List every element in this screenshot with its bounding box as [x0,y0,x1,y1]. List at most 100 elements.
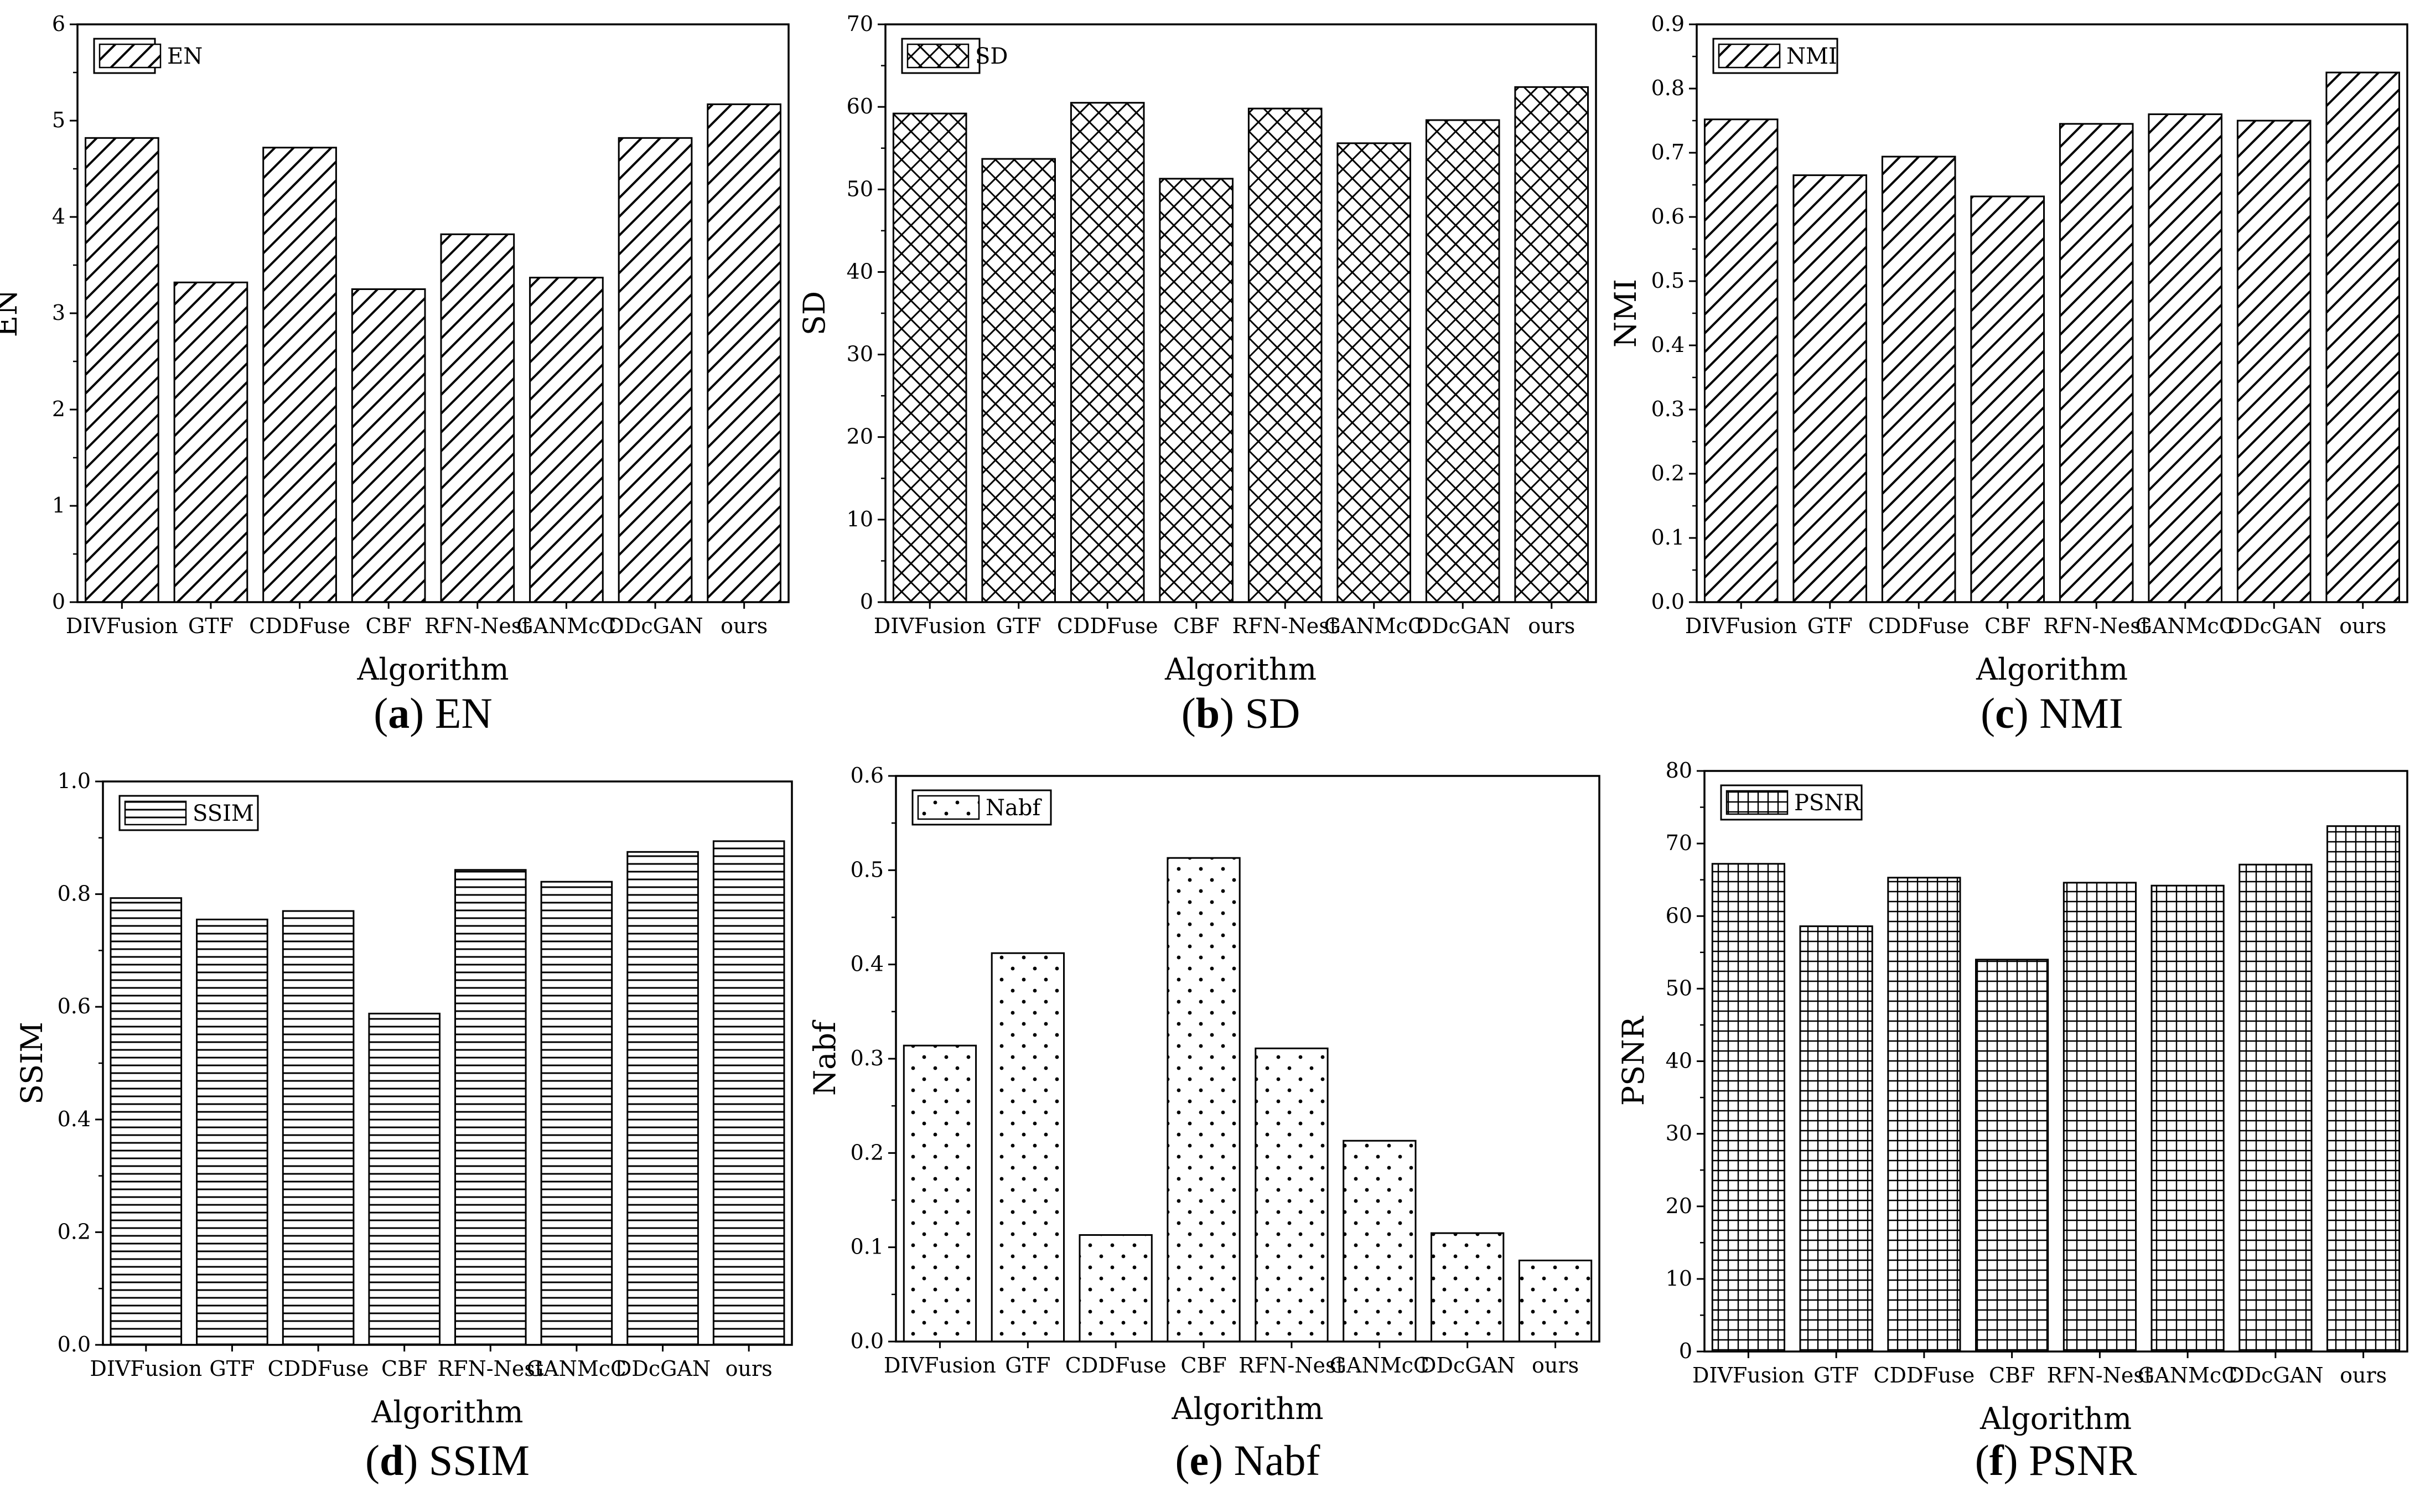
y-tick-label: 0.6 [58,994,91,1018]
bar-cbf [1975,959,2049,1353]
bar-divfusion [85,137,159,603]
x-tick-label: ours [1532,1353,1579,1378]
y-tick-label: 0.2 [1651,461,1685,485]
y-tick-label: 40 [1666,1049,1692,1073]
x-tick-label: CBF [1984,614,2030,638]
legend-swatch [1718,43,1781,69]
chart-panel-c: 0.0 0.1 0.2 0.3 0.4 0.5 0.6 0.7 0.8 0.9 DIVFusion G… [1608,12,2408,737]
x-axis-label: Algorithm [356,652,509,687]
caption-title: PSNR [2029,1436,2137,1484]
bar-divfusion [1711,863,1786,1353]
panel-caption: (e) Nabf [1175,1436,1320,1484]
x-tick-label: GANMcC [1330,1353,1429,1378]
bar-rfn-nest [1255,1047,1329,1343]
x-axis-label: Algorithm [1976,652,2128,687]
bar-cbf [1159,178,1234,603]
x-axis-label: Algorithm [1164,652,1317,687]
x-tick-label: DDcGAN [1415,614,1511,638]
bar-rfn-nest [454,869,527,1346]
y-tick-label: 0.4 [58,1107,91,1131]
y-tick-label: 0.0 [851,1329,884,1353]
bar-divfusion [903,1044,977,1343]
x-tick-label: CBF [366,614,412,638]
bar-gtf [196,918,268,1346]
caption-letter: b [1196,689,1220,737]
bar-divfusion [892,112,967,603]
caption-paren-open: ( [1175,1436,1189,1484]
y-tick-label: 10 [1666,1266,1692,1291]
y-tick-label: 0.1 [1651,525,1685,550]
legend-swatch [906,43,970,69]
chart-panel-a: 0 1 2 3 4 5 6 DIVFusion GTF CDDFuse CBF RFN-NestGAN… [0,12,790,737]
caption-letter: d [380,1436,403,1484]
x-tick-label: CDDFuse [1868,614,1970,638]
panel-caption: (f) PSNR [1975,1436,2137,1484]
x-tick-label: CBF [1180,1353,1226,1378]
y-tick-label: 60 [1666,903,1692,928]
y-tick-label: 70 [847,12,873,36]
caption-paren-open: ( [365,1436,380,1484]
x-tick-label: CDDFuse [1873,1363,1975,1387]
bar-gtf [173,281,248,603]
legend-label: EN [167,44,203,69]
caption-title: SSIM [429,1436,530,1484]
y-tick-label: 0.6 [1651,204,1685,229]
bar-ours [2326,825,2401,1353]
x-tick-label: CDDFuse [1057,614,1158,638]
y-tick-label: 0.9 [1651,12,1685,36]
bar-ours [1518,1260,1593,1343]
caption-letter: c [1995,689,2014,737]
bar-gtf [991,952,1065,1343]
y-tick-label: 10 [847,507,873,531]
x-tick-label: RFN-Nest [2047,1363,2153,1387]
caption-paren-close: ) [1209,1436,1234,1484]
x-tick-label: CDDFuse [268,1356,369,1381]
legend-label: SD [975,44,1008,69]
bar-ganmcc [2150,884,2225,1353]
bar-ganmcc [1336,142,1411,603]
x-tick-label: GTF [209,1356,255,1381]
y-tick-label: 30 [1666,1121,1692,1146]
bar-rfn-nest [440,233,515,603]
y-tick-label: 50 [1666,976,1692,1000]
y-tick-label: 0.4 [851,952,884,976]
x-tick-label: CDDFuse [1065,1353,1167,1378]
x-tick-label: RFN-Nest [2043,614,2149,638]
panel-caption: (d) SSIM [365,1436,530,1484]
y-axis-label: PSNR [1616,1016,1651,1106]
x-tick-label: RFN-Nest [424,614,531,638]
caption-paren-close: ) [2014,689,2039,737]
x-tick-label: ours [726,1356,773,1381]
caption-title: EN [435,689,493,737]
y-axis-label: EN [0,289,24,338]
bar-cbf [368,1012,441,1346]
x-tick-label: RFN-Nest [438,1356,544,1381]
caption-paren-open: ( [1981,689,1995,737]
panel-caption: (c) NMI [1981,689,2123,737]
y-tick-label: 0.2 [58,1219,91,1244]
y-tick-label: 1.0 [58,769,91,793]
x-axis-label: Algorithm [1171,1391,1323,1426]
y-tick-label: 30 [847,342,873,366]
x-tick-label: DDcGAN [1419,1353,1515,1378]
bar-ours [707,103,782,603]
x-tick-label: DIVFusion [1692,1363,1805,1387]
bar-rfn-nest [1247,107,1323,603]
chart-panel-e: 0.0 0.1 0.2 0.3 0.4 0.5 0.6 DIVFusion GTF CDDFuse… [807,763,1600,1484]
y-tick-label: 0.5 [851,857,884,882]
caption-title: NMI [2039,689,2123,737]
y-tick-label: 0.3 [851,1046,884,1070]
bar-divfusion [110,897,183,1346]
x-tick-label: CBF [381,1356,427,1381]
x-tick-label: DIVFusion [66,614,178,638]
bar-ddcgan [626,851,699,1346]
x-tick-label: GTF [1813,1363,1859,1387]
y-tick-label: 5 [52,108,65,132]
bar-ganmcc [529,277,604,603]
x-tick-label: GANMcC [2138,1363,2237,1387]
bar-ours [712,840,785,1346]
caption-paren-open: ( [374,689,388,737]
bar-divfusion [1703,118,1779,603]
x-axis-label: Algorithm [371,1395,523,1430]
